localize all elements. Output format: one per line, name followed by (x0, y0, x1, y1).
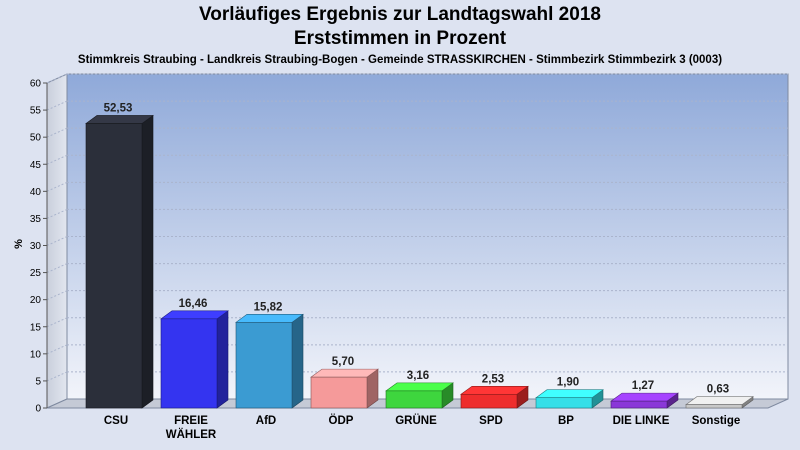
bar (685, 395, 754, 409)
x-tick-label: SPD (479, 415, 503, 427)
value-labels: 52,53 16,46 15,82 5,70 3,16 2,53 1,90 1,27 0,63 (104, 102, 730, 395)
y-tick-label: 35 (30, 214, 42, 225)
data-label: 16,46 (179, 298, 208, 310)
data-label: 2,53 (482, 373, 504, 385)
y-tick-label: 30 (30, 241, 42, 252)
bar (85, 114, 154, 409)
data-label: 0,63 (707, 384, 729, 396)
grid-lines (46, 73, 788, 382)
bar-front (535, 397, 593, 409)
bar-top (160, 310, 229, 320)
y-tick-label: 0 (35, 404, 41, 415)
data-label: 1,90 (557, 377, 579, 389)
y-tick-label: 15 (30, 322, 42, 333)
chart-title-line2: Erststimmen in Prozent (293, 28, 507, 49)
bar-top (460, 385, 529, 395)
bar (610, 392, 679, 409)
y-tick-label: 45 (30, 160, 42, 171)
y-tick-label: 40 (30, 187, 42, 198)
bar-top (535, 389, 604, 399)
data-label: 3,16 (407, 370, 429, 382)
bar-front (160, 318, 218, 409)
bar-top (385, 382, 454, 392)
y-tick-label: 25 (30, 268, 42, 279)
bar-front (385, 390, 443, 409)
y-tick-label: 50 (30, 133, 42, 144)
y-axis-label: % (13, 239, 25, 249)
y-tick-label: 60 (30, 79, 42, 90)
plot-area (46, 73, 789, 409)
bar (310, 368, 379, 409)
chart-subtitle: Stimmkreis Straubing - Landkreis Straubi… (77, 54, 723, 66)
y-tick-label: 10 (30, 349, 42, 360)
y-tick-label: 20 (30, 295, 42, 306)
y-tick-label: 55 (30, 106, 42, 117)
data-label: 52,53 (104, 102, 133, 114)
bar-front (235, 322, 293, 409)
bar-top (235, 314, 304, 323)
x-tick-label: BP (558, 415, 574, 427)
x-tick-label: DIE LINKE (613, 415, 670, 427)
bar (160, 310, 229, 409)
bar-side (141, 114, 154, 409)
bar-side (291, 313, 304, 409)
bar-top (85, 115, 154, 124)
x-tick-label: Sonstige (692, 415, 741, 427)
bar-top (310, 368, 379, 378)
bar (385, 382, 454, 409)
bar-front (610, 400, 668, 409)
bar-side (216, 310, 229, 409)
x-tick-label: GRÜNE (395, 414, 437, 427)
bar-front (460, 393, 518, 409)
bar-top (685, 396, 754, 405)
bars (85, 114, 754, 409)
y-axis: 0 5 10 15 20 25 30 35 40 45 50 55 60 (30, 79, 48, 415)
x-tick-label: FREIE WÄHLER (166, 415, 217, 441)
x-axis-categories: CSU FREIE WÄHLER AfD ÖDP GRÜNE SPD BP DIE LINKE S… (104, 414, 740, 441)
data-label: 5,70 (332, 356, 354, 368)
chart-title: Vorläufiges Ergebnis zur Landtagswahl 20… (199, 4, 601, 25)
bar-front (310, 376, 368, 409)
y-tick-label: 5 (35, 376, 41, 387)
data-label: 15,82 (254, 301, 283, 313)
plot-left-wall (46, 73, 68, 409)
bar (460, 385, 529, 409)
x-tick-label: CSU (104, 415, 128, 427)
bar (235, 313, 304, 409)
x-tick-label: ÖDP (329, 414, 354, 427)
data-label: 1,27 (632, 380, 654, 392)
x-tick-label: AfD (256, 415, 276, 427)
bar (535, 389, 604, 409)
bar-front (85, 123, 143, 409)
bar-top (610, 392, 679, 402)
bar-front (685, 404, 743, 409)
